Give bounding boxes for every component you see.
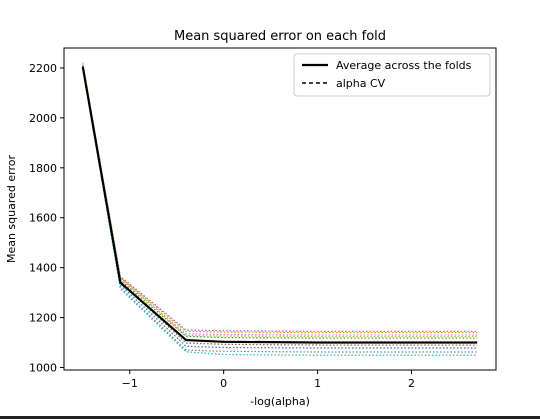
y-tick-label: 2000: [29, 112, 57, 125]
fold-line-8: [82, 68, 478, 353]
average-line: [81, 66, 478, 344]
y-tick-label: 1600: [29, 212, 57, 225]
fold-line-6: [82, 67, 478, 346]
bottom-border: [0, 416, 540, 419]
y-tick-label: 2200: [29, 62, 57, 75]
x-axis: −1 0 1 2: [122, 370, 415, 390]
fold-line-5: [82, 64, 478, 332]
fold-line-3: [82, 65, 478, 339]
x-tick-label: 1: [314, 377, 321, 390]
y-axis-label: Mean squared error: [5, 155, 18, 264]
plot-area: [63, 47, 497, 371]
x-tick-label: 0: [220, 377, 227, 390]
fold-line-10: [82, 68, 478, 356]
y-tick-label: 1000: [29, 362, 57, 375]
x-axis-label: -log(alpha): [250, 395, 310, 408]
legend-box: [293, 53, 491, 97]
legend-average-label: Average across the folds: [336, 59, 472, 72]
fold-line-7: [82, 65, 478, 336]
legend-alpha-label: alpha CV: [336, 77, 386, 90]
y-tick-label: 1800: [29, 162, 57, 175]
chart-title: Mean squared error on each fold: [174, 29, 386, 44]
x-tick-label: 2: [408, 377, 415, 390]
y-axis: 1000 1200 1400 1600 1800 2000 2200: [29, 62, 64, 375]
x-tick-label: −1: [122, 377, 138, 390]
fold-line-9: [82, 62, 478, 338]
y-tick-label: 1200: [29, 312, 57, 325]
fold-line-2: [82, 64, 478, 334]
fold-line-1: [82, 67, 478, 349]
y-tick-label: 1400: [29, 262, 57, 275]
legend: Average across the folds alpha CV: [293, 53, 491, 97]
